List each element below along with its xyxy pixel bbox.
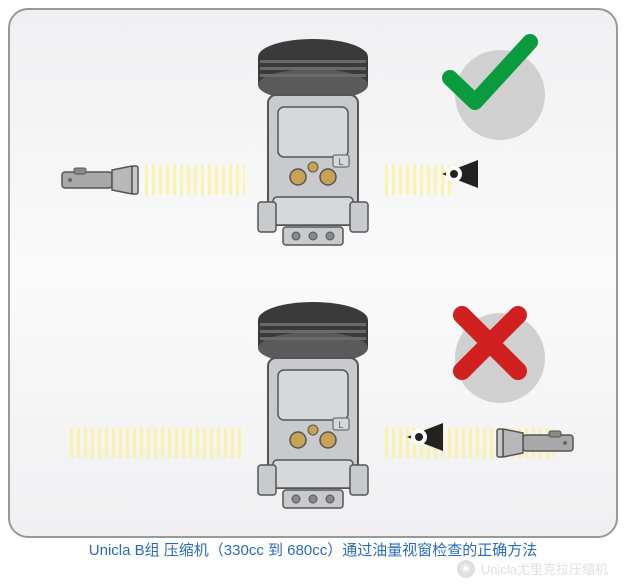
svg-text:L: L — [338, 420, 343, 430]
compressor-icon: L — [238, 290, 388, 520]
watermark-icon: ❀ — [457, 560, 475, 578]
flashlight-icon — [60, 162, 150, 198]
watermark: ❀ Unicla尤里克拉压缩机 — [457, 559, 608, 578]
svg-text:L: L — [338, 157, 343, 167]
panel-correct: L — [10, 10, 616, 273]
cross-icon — [450, 303, 530, 383]
flashlight-icon — [485, 425, 575, 461]
checkmark-icon — [440, 30, 540, 120]
eye-icon — [405, 421, 447, 453]
light-beam-left — [70, 428, 245, 458]
eye-icon — [440, 158, 482, 190]
compressor-icon: L — [238, 27, 388, 257]
panel-incorrect: L — [10, 273, 616, 536]
caption-text: Unicla B组 压缩机（330cc 到 680cc）通过油量视窗检查的正确方… — [0, 539, 626, 560]
diagram-frame: L — [8, 8, 618, 538]
light-beam-left — [145, 165, 245, 195]
watermark-text: Unicla尤里克拉压缩机 — [481, 559, 608, 578]
